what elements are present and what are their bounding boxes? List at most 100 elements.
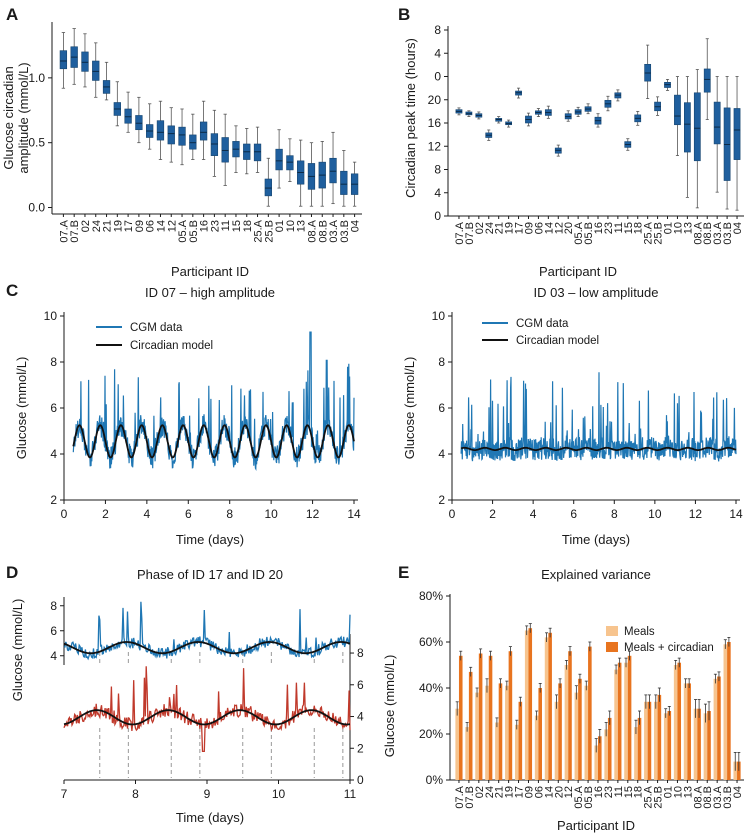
- b-box-25.A: [644, 44, 652, 99]
- c2-ytick-label: 10: [432, 309, 446, 323]
- b-box-23: [604, 95, 612, 112]
- e-bar-meals-07.A: [455, 708, 459, 780]
- b-xtick-label: 15: [623, 222, 635, 234]
- b-xtick-label: 11: [613, 222, 625, 233]
- c2-model-line: [460, 446, 737, 451]
- panel-b-boxplot: 04812162004807.A07.B02242119170906141220…: [403, 23, 744, 279]
- e-xtick-label: 17: [514, 786, 526, 798]
- e-bar-meals-10: [673, 665, 678, 780]
- c1-xtick-label: 2: [102, 507, 109, 521]
- d-id20-cgm-line: [63, 666, 351, 753]
- c1-ytick-label: 4: [50, 447, 57, 461]
- c1-ytick-label: 10: [44, 309, 58, 323]
- a-xtick-label: 16: [199, 220, 211, 232]
- a-xtick-label: 15: [231, 220, 243, 232]
- c2-xtick-label: 14: [729, 507, 743, 521]
- a-box-body: [81, 51, 89, 72]
- e-bar-meals-circ-24: [488, 655, 493, 780]
- a-xtick-label: 07.A: [58, 219, 70, 242]
- a-xtick-label: 25.A: [253, 219, 265, 242]
- b-ytick-label: 20: [428, 93, 442, 107]
- b-box-body: [693, 92, 701, 162]
- a-box-05.A: [178, 108, 186, 166]
- a-xtick-label: 14: [155, 220, 167, 232]
- panel-c1-xlabel: Time (days): [176, 532, 244, 547]
- a-xtick-label: 19: [112, 220, 124, 232]
- panel-d-title: Phase of ID 17 and ID 20: [137, 567, 283, 582]
- b-box-07.B: [465, 110, 473, 118]
- a-box-body: [286, 155, 294, 171]
- c1-xtick-label: 4: [144, 507, 151, 521]
- a-box-10: [286, 138, 294, 182]
- e-bar-meals-circ-15: [627, 655, 632, 780]
- e-bar-meals-circ-06: [538, 688, 542, 780]
- c1-ytick-label: 2: [50, 493, 57, 507]
- d-xtick-label: 7: [61, 787, 68, 801]
- d-id20-model-line: [63, 709, 351, 726]
- b-box-12: [554, 144, 562, 157]
- b-xtick-label: 03.B: [722, 222, 734, 245]
- panel-b-ylabel: Circadian peak time (hours): [403, 38, 418, 198]
- panel-c2-ylabel: Glucose (mmol/L): [402, 357, 417, 460]
- e-xtick-label: 16: [593, 786, 605, 798]
- panel-c2-title: ID 03 – low amplitude: [533, 285, 658, 300]
- a-box-body: [59, 50, 68, 70]
- b-box-01: [664, 79, 671, 91]
- b-ytick-label: 8: [434, 23, 441, 37]
- b-xtick-label: 09: [523, 222, 535, 234]
- a-box-23: [210, 109, 219, 177]
- e-xtick-label: 07.B: [464, 786, 476, 809]
- c1-xtick-label: 10: [264, 507, 278, 521]
- b-xtick-label: 05.A: [573, 221, 585, 244]
- b-box-14: [544, 105, 552, 119]
- e-bar-meals-circ-18: [637, 717, 642, 780]
- e-bar-meals-09: [524, 630, 529, 780]
- panel-letter-b: B: [398, 5, 410, 24]
- c2-xtick-label: 12: [689, 507, 703, 521]
- a-xtick-label: 06: [145, 220, 157, 232]
- b-box-19: [505, 119, 512, 128]
- b-xtick-label: 07.B: [464, 222, 476, 245]
- a-ytick-label: 0.0: [28, 201, 45, 215]
- c1-cgm-line: [72, 331, 355, 471]
- b-box-04: [733, 76, 741, 211]
- e-xtick-label: 21: [494, 786, 506, 798]
- c1-xtick-label: 8: [226, 507, 233, 521]
- a-box-body: [221, 137, 229, 163]
- e-ytick-label: 80%: [419, 589, 443, 603]
- e-xtick-label: 03.B: [722, 786, 734, 809]
- e-bar-meals-03.A: [713, 678, 718, 780]
- b-xtick-label: 06: [533, 222, 545, 234]
- e-bar-meals-circ-08.B: [707, 711, 711, 780]
- b-xtick-label: 18: [633, 222, 645, 234]
- c1-ytick-label: 8: [50, 355, 57, 369]
- e-bar-meals-16: [594, 745, 598, 780]
- e-xtick-label: 23: [603, 786, 615, 798]
- a-box-body: [253, 143, 262, 162]
- e-bar-meals-circ-01: [667, 711, 672, 780]
- d-ytick-right-label: 6: [357, 678, 364, 692]
- a-xtick-label: 25.B: [263, 220, 275, 243]
- panel-e-bar: Explained variance 0% 20% 40% 60% 80% 07.A07.…: [419, 567, 744, 833]
- panel-letter-e: E: [398, 563, 409, 582]
- e-xtick-label: 07.A: [454, 785, 466, 808]
- panel-a-xlabel: Participant ID: [171, 264, 249, 279]
- b-box-20: [564, 110, 572, 122]
- e-bar-meals-08.B: [703, 713, 708, 780]
- e-xtick-label: 08.A: [692, 785, 704, 808]
- b-xtick-label: 01: [663, 222, 675, 234]
- e-xtick-label: 12: [563, 786, 575, 798]
- b-box-16: [594, 113, 602, 128]
- e-bar-meals-circ-19: [508, 651, 513, 780]
- e-xtick-label: 02: [474, 786, 486, 798]
- d-ytick-right-label: 0: [357, 773, 364, 787]
- a-xtick-label: 02: [80, 220, 92, 232]
- a-xtick-label: 13: [296, 220, 308, 232]
- panel-d-ylabel-right: Glucose (mmol/L): [382, 655, 397, 758]
- e-xtick-label: 01: [663, 786, 675, 798]
- e-xtick-label: 11: [613, 786, 625, 797]
- a-box-25.A: [253, 126, 262, 173]
- e-xtick-label: 20: [553, 786, 565, 798]
- e-xtick-label: 06: [533, 786, 545, 798]
